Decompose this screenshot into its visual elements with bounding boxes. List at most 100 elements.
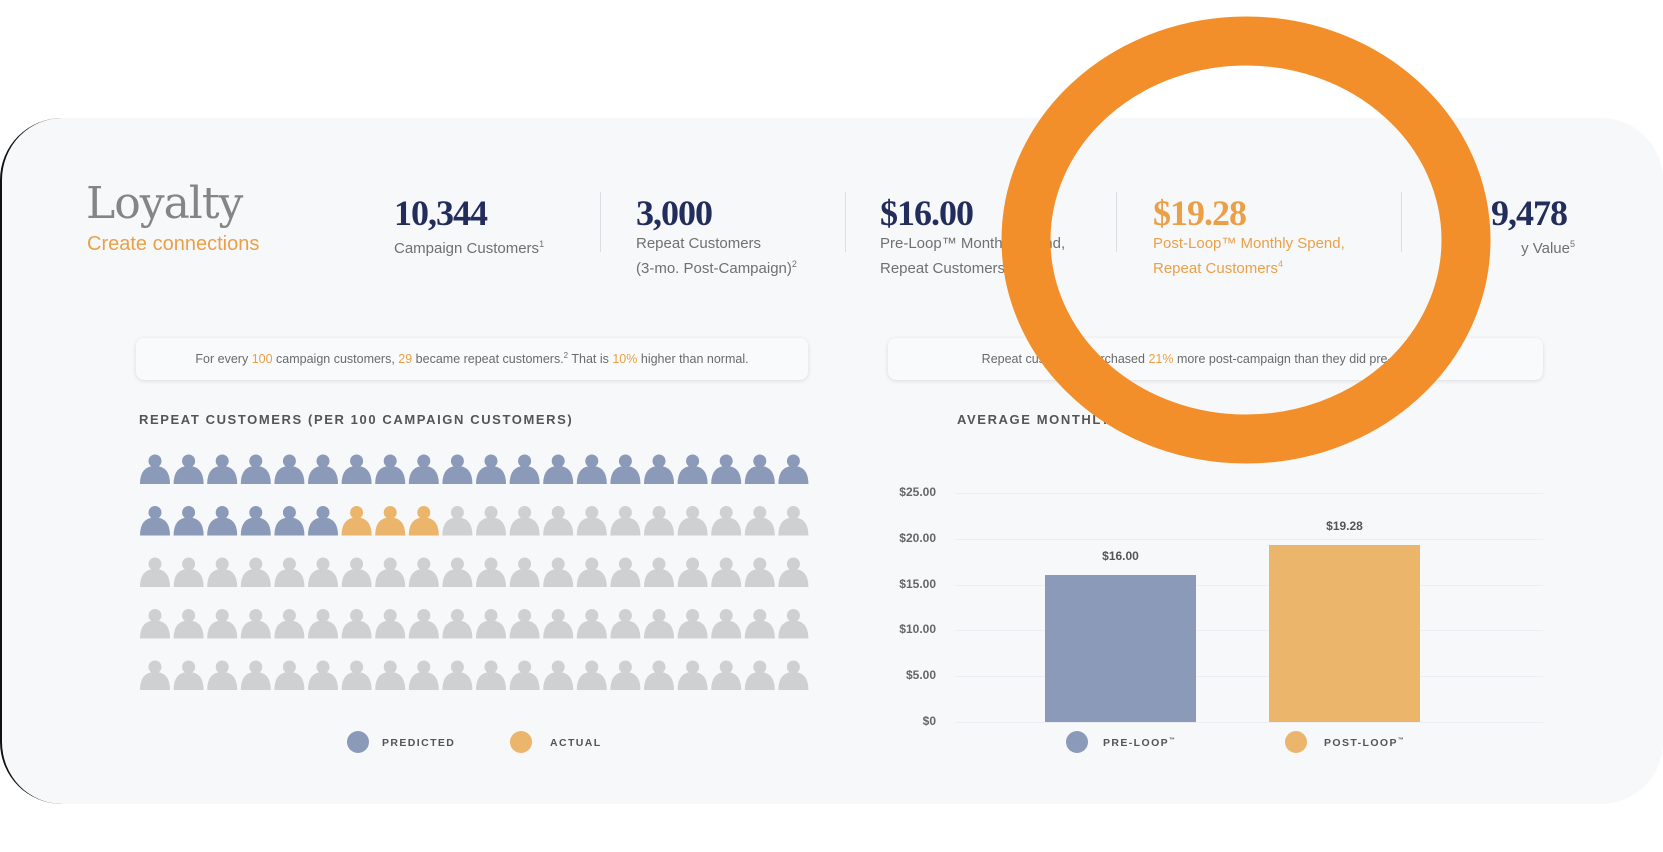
person-icon-predicted [408,454,439,484]
trademark: ™ [1169,737,1177,744]
person-icon-predicted [610,454,641,484]
person-icon-other [509,506,540,536]
person-icon-other [778,660,809,690]
person-icon-other [207,557,238,587]
person-icon-other [711,557,742,587]
legend-actual-label: ACTUAL [550,737,602,749]
person-icon-other [240,609,271,639]
person-icon-other [778,506,809,536]
footnote: 4 [1278,259,1284,269]
person-icon-predicted [140,506,170,536]
person-icon-other [476,660,506,690]
person-icon-other [644,506,674,536]
person-icon-predicted [240,454,271,484]
person-icon-other [610,557,641,587]
person-icon-other [677,557,708,587]
person-icon-other [140,557,170,587]
person-icon-predicted [644,454,674,484]
person-icon-actual [375,506,406,536]
page-subtitle: Create connections [87,233,260,255]
divider [600,192,601,252]
gridline [955,584,1543,586]
person-icon-other [140,609,170,639]
person-icon-predicted [173,506,204,536]
person-icon-other [644,660,674,690]
divider [1401,192,1402,252]
person-icon-other [408,557,439,587]
person-icon-other [207,609,238,639]
person-icon-other [543,557,574,587]
stat-campaign-customers: 10,344 Campaign Customers1 [394,192,544,259]
highlight: 21% [1148,352,1174,366]
stat-label: Post-Loop™ Monthly Spend, Repeat Customer… [1153,234,1345,279]
person-icon-other [576,506,607,536]
person-icon-other [442,506,473,536]
person-icon-predicted [140,454,170,484]
legend-post-loop-label: POST-LOOP™ [1324,737,1405,749]
stat-label-text: Repeat Customers [880,260,1006,277]
person-icon-predicted [375,454,406,484]
footnote: 2 [563,351,569,361]
stat-label-text: Campaign Customers [394,240,540,257]
stat-value: 3,000 [636,193,713,233]
stat-label: y Value5 [1491,234,1575,259]
person-icon-predicted [543,454,574,484]
person-icon-other [341,660,372,690]
footnote: 1 [539,239,545,249]
person-icon-other [644,609,674,639]
stat-label-text: Repeat Customers [636,235,762,252]
person-icon-other [140,660,170,690]
person-icon-other [375,660,406,690]
text: That is [568,352,613,367]
person-icon-other [744,609,775,639]
person-icon-other [341,609,372,639]
legend-predicted-label: PREDICTED [382,737,456,749]
person-icon-other [576,557,607,587]
footnote: 2 [791,259,797,269]
person-icon-other [375,557,406,587]
person-icon-other [610,660,641,690]
person-icon-other [543,609,574,639]
stat-repeat-customers: 3,000 Repeat Customers (3-mo. Post-Campai… [636,192,797,279]
text: higher than normal. [637,352,749,367]
text: For every [195,352,252,367]
person-icon-predicted [744,454,775,484]
person-icon-predicted [308,454,338,484]
person-icon-other [274,609,305,639]
y-tick-label: $10.00 [899,622,936,637]
person-icon-other [476,506,506,536]
gridline [955,630,1543,632]
person-icon-other [476,609,506,639]
text: more post-campaign than they did pre-cam… [1173,352,1450,366]
text: campaign customers, [272,352,399,367]
callout-repeat-rate: For every 100 campaign customers, 29 bec… [136,338,808,380]
person-icon-predicted [576,454,607,484]
bar-data-label: $16.00 [1102,549,1139,564]
person-icon-predicted [308,506,338,536]
person-icon-other [778,609,809,639]
legend-predicted-swatch [347,731,369,753]
person-icon-other [308,609,338,639]
person-icon-other [778,557,809,587]
person-icon-predicted [677,454,708,484]
person-icon-other [442,660,473,690]
person-icon-other [644,557,674,587]
person-icon-other [240,557,271,587]
person-icon-other [744,660,775,690]
person-icon-other [308,557,338,587]
page-title: Loyalty [86,178,243,229]
legend-text: POST-LOOP [1324,737,1398,749]
person-icon-other [744,557,775,587]
gridline [955,538,1543,540]
highlight: 29 [398,352,413,367]
person-icon-other [442,557,473,587]
y-tick-label: $0 [922,714,936,728]
stat-value: $16.00 [880,193,974,233]
person-icon-other [610,609,641,639]
person-icon-predicted [476,454,506,484]
person-icon-predicted [207,506,238,536]
person-icon-other [375,609,406,639]
bar-post-loop [1269,545,1420,722]
person-icon-other [408,660,439,690]
